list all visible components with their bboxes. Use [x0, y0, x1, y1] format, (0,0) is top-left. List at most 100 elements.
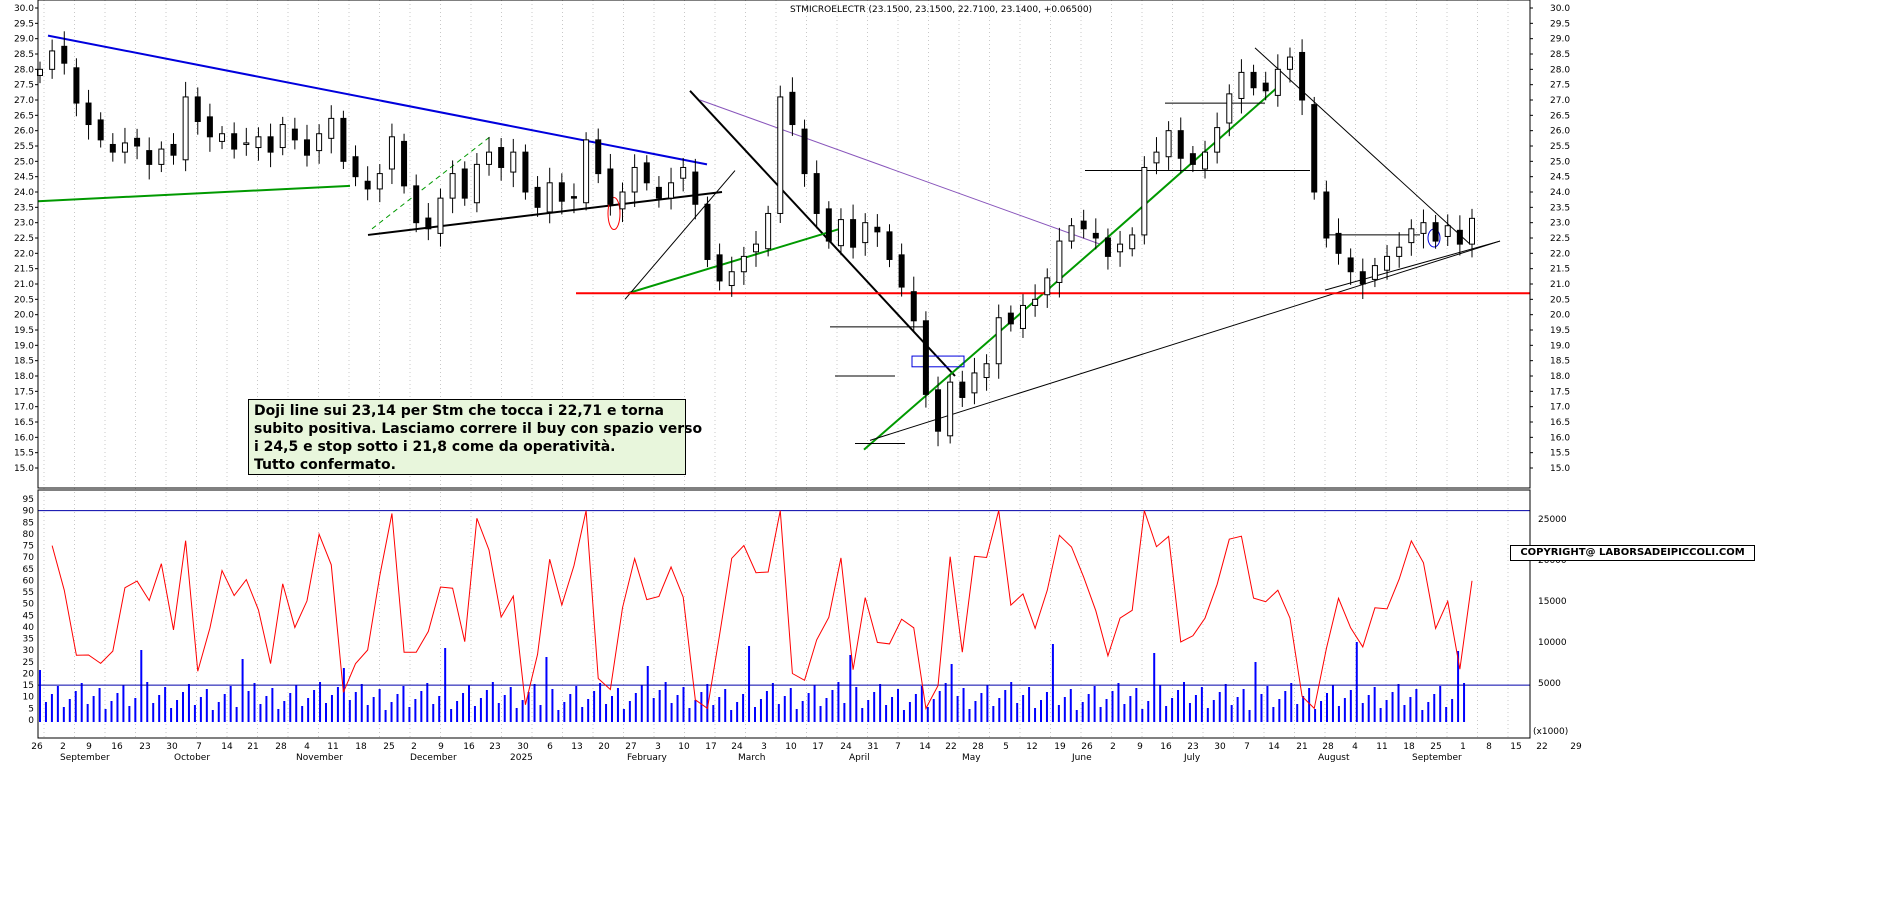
date-tick: 7 — [1244, 742, 1250, 752]
price-tick-right: 20.0 — [1550, 311, 1570, 321]
date-tick: 2 — [60, 742, 66, 752]
price-tick-right: 22.5 — [1550, 234, 1570, 244]
month-label: November — [296, 753, 343, 763]
price-tick-left: 21.0 — [14, 280, 34, 290]
candle-body — [643, 162, 650, 184]
candle-body — [121, 142, 128, 153]
price-tick-left: 17.5 — [14, 387, 34, 397]
candle-body — [182, 96, 189, 161]
date-tick: 21 — [247, 742, 258, 752]
rsi-tick: 10 — [23, 693, 35, 703]
candle-body — [231, 133, 238, 150]
month-label: March — [738, 753, 765, 763]
candle-body — [1274, 68, 1281, 96]
candle-body — [146, 150, 153, 165]
date-tick: 7 — [196, 742, 202, 752]
price-tick-right: 16.0 — [1550, 433, 1570, 443]
candle-body — [388, 136, 395, 170]
candle-body — [109, 143, 116, 153]
price-tick-left: 27.5 — [14, 81, 34, 91]
candle-body — [947, 381, 954, 437]
candle-body — [1469, 217, 1475, 245]
rsi-tick: 40 — [23, 623, 35, 633]
candle-body — [922, 320, 929, 395]
candle-body — [813, 173, 820, 214]
rsi-tick: 50 — [23, 600, 35, 610]
candle-body — [437, 197, 444, 234]
date-tick: 11 — [1376, 742, 1387, 752]
trend-line-thin — [624, 170, 736, 300]
price-tick-right: 27.0 — [1550, 96, 1570, 106]
candle-body — [825, 208, 832, 242]
date-tick: 8 — [1486, 742, 1492, 752]
date-tick: 31 — [867, 742, 878, 752]
date-tick: 30 — [166, 742, 178, 752]
date-tick: 30 — [1214, 742, 1226, 752]
rsi-layer — [38, 510, 1530, 710]
candle-body — [1359, 271, 1366, 285]
date-tick: 25 — [383, 742, 394, 752]
candle-body — [413, 185, 420, 224]
candle-body — [1311, 104, 1318, 193]
candle-body — [716, 254, 723, 282]
month-label: August — [1318, 753, 1350, 763]
highlight-box — [911, 355, 965, 368]
volume-bars — [39, 642, 1466, 722]
price-tick-left: 29.5 — [14, 19, 34, 29]
rsi-tick: 80 — [23, 530, 35, 540]
date-tick: 23 — [489, 742, 500, 752]
candle-body — [352, 156, 359, 178]
candle-body — [1177, 130, 1184, 159]
candle-body — [1384, 255, 1391, 271]
candle-body — [789, 91, 796, 126]
candle-body — [498, 147, 505, 168]
date-tick: 14 — [919, 742, 931, 752]
price-tick-left: 18.5 — [14, 357, 34, 367]
candle-body — [983, 363, 990, 379]
candle-body — [364, 180, 371, 190]
candle-body — [534, 186, 541, 208]
candle-body — [1189, 153, 1196, 165]
price-tick-left: 21.5 — [14, 265, 34, 275]
rsi-tick: 45 — [23, 611, 34, 621]
date-tick: 16 — [111, 742, 123, 752]
candles-layer — [37, 31, 1475, 447]
candle-body — [971, 372, 978, 394]
price-tick-left: 17.0 — [14, 403, 34, 413]
month-label: 2025 — [510, 753, 533, 763]
price-tick-left: 27.0 — [14, 96, 34, 106]
candle-body — [401, 140, 408, 187]
price-tick-left: 22.0 — [14, 249, 34, 259]
candle-body — [1080, 220, 1087, 230]
candle-body — [158, 148, 165, 165]
date-tick: 14 — [221, 742, 233, 752]
date-tick: 13 — [571, 742, 582, 752]
price-tick-left: 15.0 — [14, 464, 34, 474]
price-tick-left: 24.0 — [14, 188, 34, 198]
candle-body — [910, 291, 917, 322]
price-tick-left: 26.0 — [14, 127, 34, 137]
candle-body — [886, 231, 893, 260]
candle-body — [753, 243, 759, 253]
price-tick-left: 15.5 — [14, 449, 34, 459]
date-tick: 30 — [517, 742, 529, 752]
rsi-tick: 0 — [28, 716, 34, 726]
price-tick-right: 19.5 — [1550, 326, 1570, 336]
candle-body — [97, 119, 104, 141]
candle-body — [558, 182, 565, 202]
candle-body — [1262, 82, 1269, 92]
candle-body — [874, 226, 881, 233]
candle-body — [255, 136, 262, 149]
volume-tick: 5000 — [1538, 679, 1561, 689]
candle-body — [1444, 225, 1451, 237]
rsi-tick: 35 — [23, 635, 34, 645]
date-tick: 26 — [1081, 742, 1093, 752]
date-tick: 9 — [1137, 742, 1143, 752]
candle-body — [1141, 166, 1148, 236]
date-tick: 3 — [655, 742, 661, 752]
date-tick: 9 — [438, 742, 444, 752]
candle-body — [668, 182, 675, 199]
rsi-tick: 90 — [23, 507, 35, 517]
date-tick: 16 — [463, 742, 475, 752]
date-tick: 28 — [972, 742, 984, 752]
